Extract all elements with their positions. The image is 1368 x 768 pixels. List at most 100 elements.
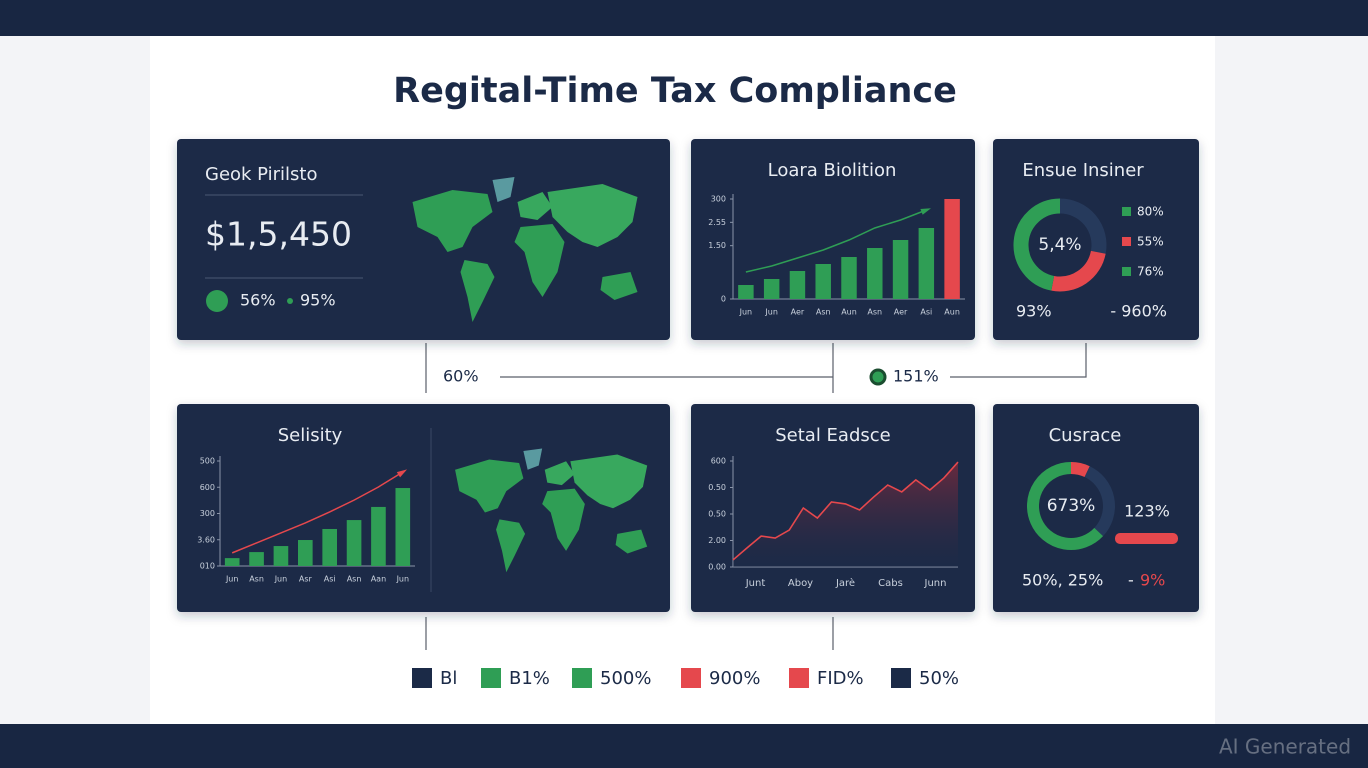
top-bar xyxy=(0,0,1368,36)
x-tick-label: Junn xyxy=(924,578,947,589)
x-tick-label: Asn xyxy=(816,308,831,317)
x-tick-label: Jun xyxy=(274,575,288,584)
bar xyxy=(395,488,411,566)
y-tick-label: 500 xyxy=(200,457,215,466)
x-tick-label: Cabs xyxy=(878,578,903,589)
x-tick-label: Asn xyxy=(867,308,882,317)
x-tick-label: Asi xyxy=(920,308,932,317)
bar xyxy=(371,506,386,566)
bar xyxy=(918,228,935,299)
line xyxy=(732,461,959,561)
bar xyxy=(346,520,362,566)
legend-label: B1% xyxy=(509,668,550,689)
y-tick-label: 1.50 xyxy=(708,241,726,250)
panel-title: Ensue Insiner xyxy=(1022,160,1144,181)
x-tick-label: Asn xyxy=(347,575,362,584)
bar xyxy=(944,199,960,299)
panel-title: Cusrace xyxy=(1049,425,1122,446)
y-tick-label: 010 xyxy=(200,562,215,571)
x-tick-label: Aun xyxy=(841,308,857,317)
connector-dot xyxy=(869,368,887,386)
trend-arrow xyxy=(920,208,931,215)
bar xyxy=(815,264,831,299)
legend-label: FID% xyxy=(817,668,864,689)
bar xyxy=(249,552,264,566)
trend-line xyxy=(231,471,404,554)
panel: Cusrace 50%, 25% - 9% xyxy=(993,404,1199,612)
legend-label: 55% xyxy=(1137,235,1164,249)
trend-line xyxy=(745,209,927,273)
donut-center: 673% xyxy=(1047,496,1096,516)
y-tick-label: 0 xyxy=(721,295,726,304)
connector-label: 60% xyxy=(443,367,479,386)
donut-center: 5,4% xyxy=(1038,235,1081,255)
legend-label: 80% xyxy=(1137,205,1164,219)
legend: Bl B1% 500% 900% FID% 50% xyxy=(412,668,959,689)
x-tick-label: Asn xyxy=(249,575,264,584)
side-stat: 123% xyxy=(1124,502,1170,521)
x-tick-label: Jun xyxy=(764,308,778,317)
amount: $1,5,450 xyxy=(205,215,352,254)
y-tick-label: 0.00 xyxy=(708,563,726,572)
footer-stat: 93% xyxy=(1016,302,1052,321)
y-tick-label: 600 xyxy=(711,457,726,466)
legend-swatch xyxy=(1122,237,1131,246)
donut-segment xyxy=(1084,466,1115,537)
x-tick-label: Aer xyxy=(791,308,805,317)
bar xyxy=(273,546,289,566)
y-tick-label: 0.50 xyxy=(708,483,726,492)
legend-label: 900% xyxy=(709,668,760,689)
donut-segment xyxy=(1059,198,1107,254)
footer-stat: - 960% xyxy=(1110,302,1167,321)
legend-label: 76% xyxy=(1137,265,1164,279)
x-tick-label: Jarè xyxy=(835,577,855,589)
legend-swatch xyxy=(481,668,501,688)
stat: 56% xyxy=(240,291,276,310)
footer-stat: 50%, 25% xyxy=(1022,571,1103,590)
x-tick-label: Jun xyxy=(739,308,753,317)
x-tick-label: Jun xyxy=(225,575,239,584)
x-tick-label: Asr xyxy=(299,575,313,584)
legend-swatch xyxy=(412,668,432,688)
y-tick-label: 600 xyxy=(200,483,215,492)
legend-swatch xyxy=(572,668,592,688)
footer-stat: - xyxy=(1128,571,1134,590)
bottom-bar xyxy=(0,724,1368,768)
x-tick-label: Aboy xyxy=(788,578,813,589)
bar xyxy=(322,528,337,566)
donut-segment xyxy=(1027,462,1104,550)
x-tick-label: Junt xyxy=(745,578,766,589)
connector-label: 151% xyxy=(893,367,939,386)
x-tick-label: Asi xyxy=(324,575,336,584)
stat: 95% xyxy=(300,291,336,310)
legend-swatch xyxy=(1122,207,1131,216)
panel-title: Selisity xyxy=(278,425,343,446)
y-tick-label: 0.50 xyxy=(708,510,726,519)
page-title: Regital-Time Tax Compliance xyxy=(393,71,957,111)
y-tick-label: 300 xyxy=(711,195,726,204)
area xyxy=(733,462,958,567)
legend-swatch xyxy=(681,668,701,688)
bar xyxy=(738,285,754,299)
donut-segment xyxy=(1051,250,1106,292)
bar xyxy=(892,240,909,299)
y-tick-label: 300 xyxy=(200,509,215,518)
donut-segment xyxy=(1070,462,1090,478)
bar xyxy=(763,279,780,299)
x-tick-label: Aer xyxy=(894,308,908,317)
y-tick-label: 3.60 xyxy=(197,535,215,544)
x-tick-label: Aun xyxy=(944,308,960,317)
legend-label: 500% xyxy=(600,668,651,689)
legend-swatch xyxy=(1122,267,1131,276)
panel-title: Loara Biolition xyxy=(768,160,897,181)
panel-title: Setal Eadsce xyxy=(775,425,891,446)
trend-arrow xyxy=(396,469,408,478)
legend-label: Bl xyxy=(440,668,457,689)
legend-swatch xyxy=(789,668,809,688)
panel: Geok Pirilsto $1,5,450 56% 95% xyxy=(177,139,670,340)
legend-label: 50% xyxy=(919,668,959,689)
y-tick-label: 2.00 xyxy=(708,536,726,545)
legend-swatch xyxy=(891,668,911,688)
panel-title: Geok Pirilsto xyxy=(205,164,318,185)
